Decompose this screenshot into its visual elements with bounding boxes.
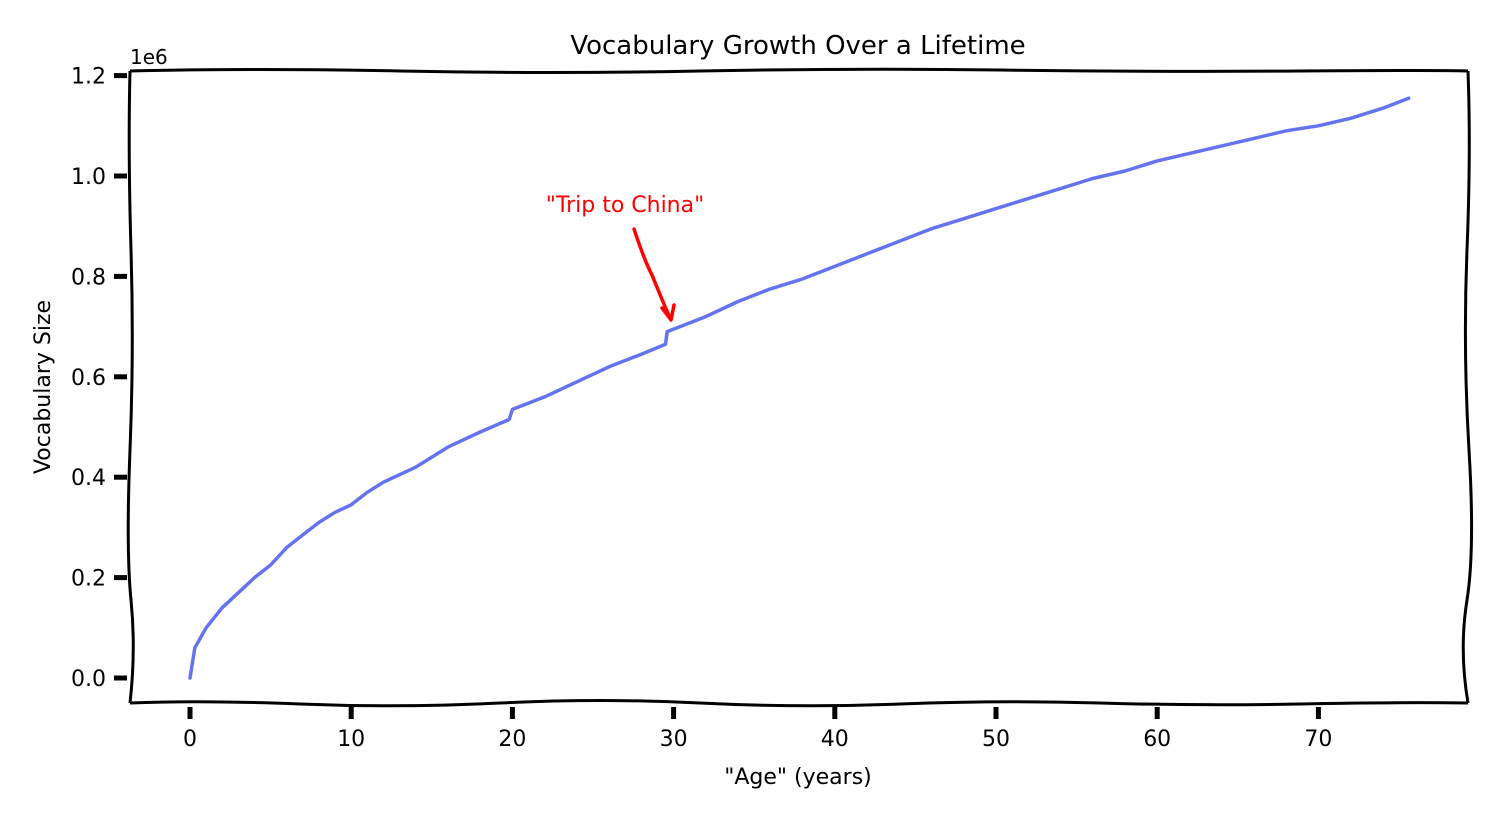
y-offset-label: 1e6 bbox=[130, 45, 168, 69]
y-tick-label: 0.8 bbox=[71, 265, 106, 290]
x-tick-label: 10 bbox=[337, 727, 365, 752]
y-tick-label: 1.0 bbox=[71, 165, 106, 190]
vocabulary-line bbox=[188, 96, 1411, 680]
annotation-trip-to-china: "Trip to China" bbox=[546, 193, 704, 322]
y-tick-label: 0.2 bbox=[71, 567, 106, 592]
x-tick-label: 20 bbox=[498, 727, 526, 752]
y-tick-label: 1.2 bbox=[71, 65, 106, 90]
y-axis-label: Vocabulary Size bbox=[31, 300, 56, 474]
x-tick-label: 60 bbox=[1143, 727, 1171, 752]
plot-frame-bottom bbox=[129, 699, 1469, 708]
y-tick-label: 0.0 bbox=[71, 667, 106, 692]
x-tick-label: 0 bbox=[183, 727, 197, 752]
y-tick-label: 0.4 bbox=[71, 466, 106, 491]
plot-frame-left bbox=[126, 70, 135, 704]
x-axis-ticks: 0 10 20 30 40 50 60 70 bbox=[183, 707, 1332, 752]
x-axis-label: "Age" (years) bbox=[724, 765, 872, 790]
annotation-arrow bbox=[632, 227, 672, 320]
plot-frame-right bbox=[1461, 70, 1474, 704]
x-tick-label: 30 bbox=[660, 727, 688, 752]
y-tick-label: 0.6 bbox=[71, 366, 106, 391]
x-tick-label: 40 bbox=[821, 727, 849, 752]
plot-frame-top bbox=[129, 67, 1469, 74]
x-tick-label: 50 bbox=[982, 727, 1010, 752]
x-tick-label: 70 bbox=[1304, 727, 1332, 752]
y-axis-ticks: 0.0 0.2 0.4 0.6 0.8 1.0 1.2 bbox=[71, 65, 127, 692]
chart-title: Vocabulary Growth Over a Lifetime bbox=[570, 31, 1025, 61]
annotation-arrowhead bbox=[660, 303, 676, 322]
annotation-text: "Trip to China" bbox=[546, 193, 704, 218]
